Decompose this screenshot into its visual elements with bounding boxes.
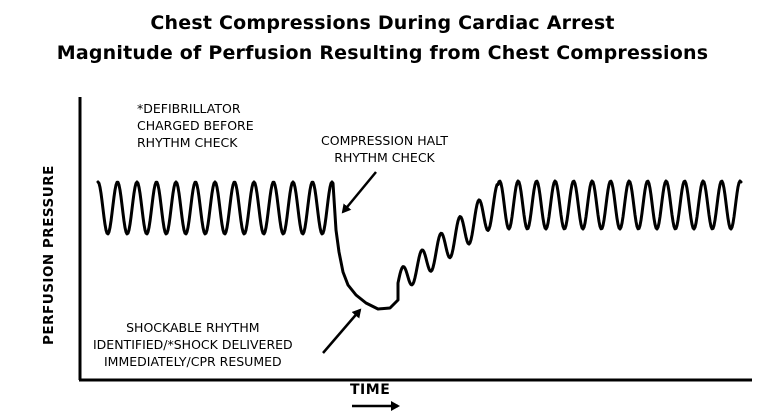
x-axis-label: TIME [350, 382, 391, 398]
annotation-compression-halt-line-2: RHYTHM CHECK [334, 150, 435, 165]
annotation-shock-line-1: SHOCKABLE RHYTHM [126, 320, 260, 335]
title-line-1: Chest Compressions During Cardiac Arrest [150, 12, 615, 34]
annotation-defibrillator-line-1: *DEFIBRILLATOR [137, 101, 241, 116]
annotation-shock-line-3: IMMEDIATELY/CPR RESUMED [104, 354, 282, 369]
halt-arrow [341, 171, 377, 214]
title-line-2: Magnitude of Perfusion Resulting from Ch… [56, 42, 709, 64]
annotation-shock: SHOCKABLE RHYTHM IDENTIFIED/*SHOCK DELIV… [93, 319, 293, 370]
annotation-defibrillator: *DEFIBRILLATOR CHARGED BEFORE RHYTHM CHE… [137, 100, 254, 151]
shock-arrow [322, 308, 362, 354]
annotation-compression-halt-line-1: COMPRESSION HALT [321, 133, 449, 148]
annotation-shock-line-2: IDENTIFIED/*SHOCK DELIVERED [93, 337, 293, 352]
annotation-compression-halt: COMPRESSION HALT RHYTHM CHECK [321, 132, 448, 166]
annotation-defibrillator-line-2: CHARGED BEFORE [137, 118, 254, 133]
annotation-defibrillator-line-3: RHYTHM CHECK [137, 135, 238, 150]
perfusion-waveform [96, 179, 743, 311]
